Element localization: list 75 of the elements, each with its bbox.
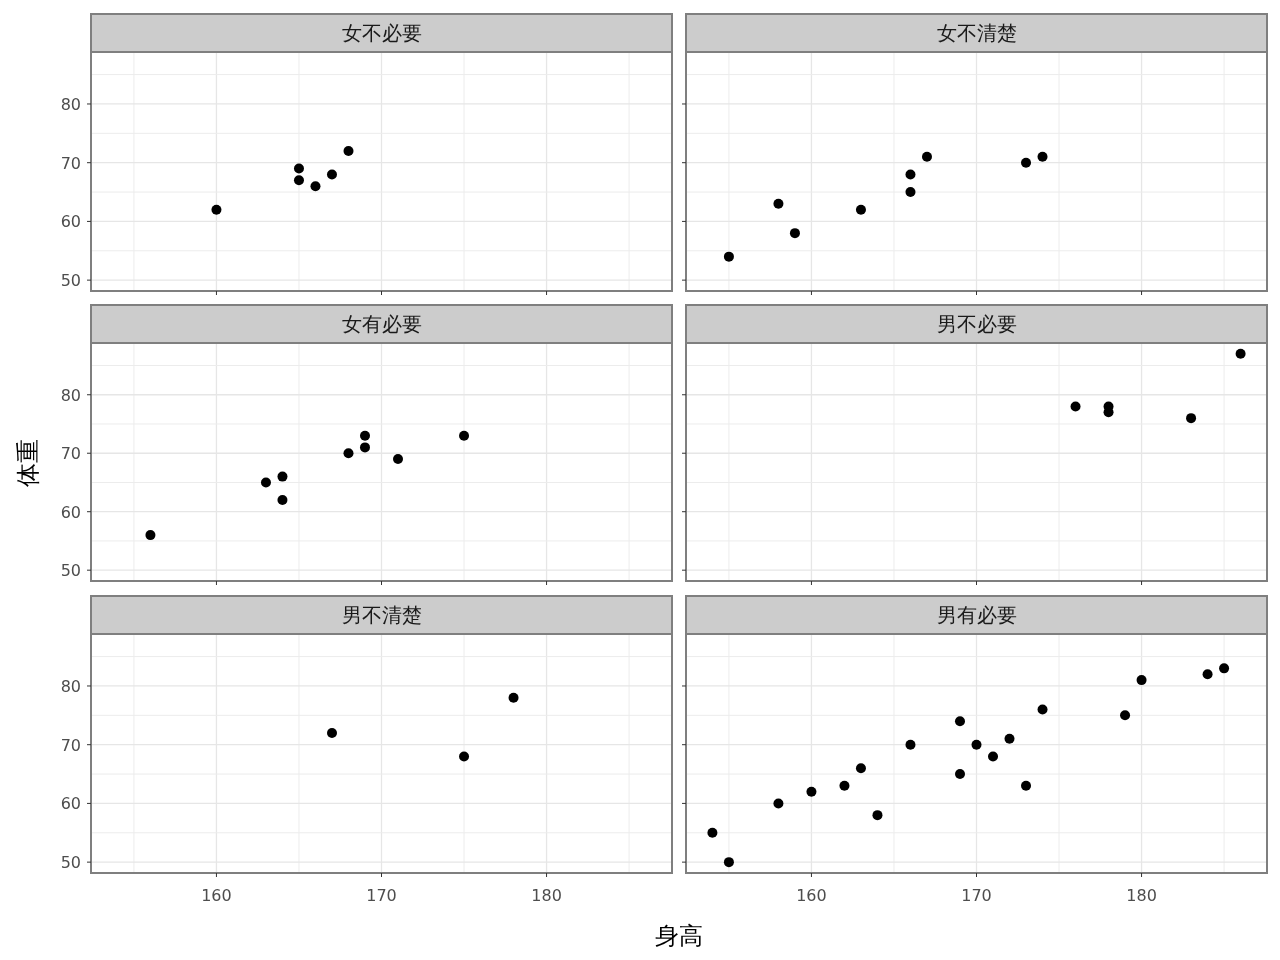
point <box>343 145 354 156</box>
point <box>1021 780 1032 791</box>
x-tick-label: 170 <box>961 886 992 905</box>
x-tick-label: 180 <box>1126 886 1157 905</box>
point <box>145 530 156 541</box>
point <box>971 739 982 750</box>
chart-title: 男不必要 <box>936 312 1017 336</box>
y-tick-label: 80 <box>60 676 81 696</box>
point <box>310 181 321 192</box>
point <box>1136 675 1147 686</box>
point <box>211 204 222 215</box>
chart-title: 女不必要 <box>341 21 422 45</box>
y-tick-label: 50 <box>60 561 81 581</box>
x-tick-label: 160 <box>796 886 827 905</box>
point <box>773 798 784 809</box>
point <box>326 727 337 738</box>
point <box>723 857 734 868</box>
point <box>773 198 784 209</box>
point <box>723 251 734 262</box>
point <box>905 739 916 750</box>
y-tick-label: 60 <box>60 502 81 522</box>
y-tick-label: 80 <box>60 94 81 114</box>
point <box>789 228 800 239</box>
point <box>1120 710 1131 721</box>
point <box>855 763 866 774</box>
point <box>459 751 470 762</box>
point <box>260 477 271 488</box>
point <box>1219 663 1230 674</box>
point <box>872 810 883 821</box>
point <box>326 169 337 180</box>
point <box>343 448 354 459</box>
y-tick-label: 80 <box>60 385 81 405</box>
y-tick-label: 50 <box>60 853 81 873</box>
point <box>905 187 916 198</box>
y-tick-label: 70 <box>60 153 81 173</box>
point <box>293 163 304 174</box>
point <box>359 430 370 441</box>
point <box>1021 157 1032 168</box>
y-tick-label: 70 <box>60 735 81 755</box>
point <box>806 786 817 797</box>
point <box>855 204 866 215</box>
y-tick-label: 60 <box>60 212 81 232</box>
point <box>1202 669 1213 680</box>
point <box>1186 413 1197 424</box>
point <box>954 716 965 727</box>
x-axis-title: 身高 <box>655 922 703 950</box>
point <box>1037 151 1048 162</box>
chart-title: 女有必要 <box>341 312 422 336</box>
y-axis-title: 体重 <box>14 438 42 487</box>
point <box>1070 401 1081 412</box>
point <box>277 471 288 482</box>
point <box>707 827 718 838</box>
point <box>988 751 999 762</box>
point <box>459 430 470 441</box>
point <box>508 692 519 703</box>
point <box>293 175 304 186</box>
point <box>393 454 404 465</box>
chart-title: 男有必要 <box>936 603 1017 627</box>
x-tick-label: 170 <box>366 886 397 905</box>
y-tick-label: 70 <box>60 444 81 464</box>
y-tick-label: 50 <box>60 271 81 291</box>
y-tick-label: 60 <box>60 794 81 814</box>
point <box>1235 348 1246 359</box>
chart-title: 男不清楚 <box>341 603 422 627</box>
point <box>839 780 850 791</box>
chart-title: 女不清楚 <box>936 21 1017 45</box>
point <box>954 769 965 780</box>
point <box>921 151 932 162</box>
point <box>1037 704 1048 715</box>
x-tick-label: 160 <box>201 886 232 905</box>
point <box>359 442 370 453</box>
x-tick-label: 180 <box>531 886 562 905</box>
point <box>905 169 916 180</box>
point <box>1004 733 1015 744</box>
point <box>277 495 288 506</box>
